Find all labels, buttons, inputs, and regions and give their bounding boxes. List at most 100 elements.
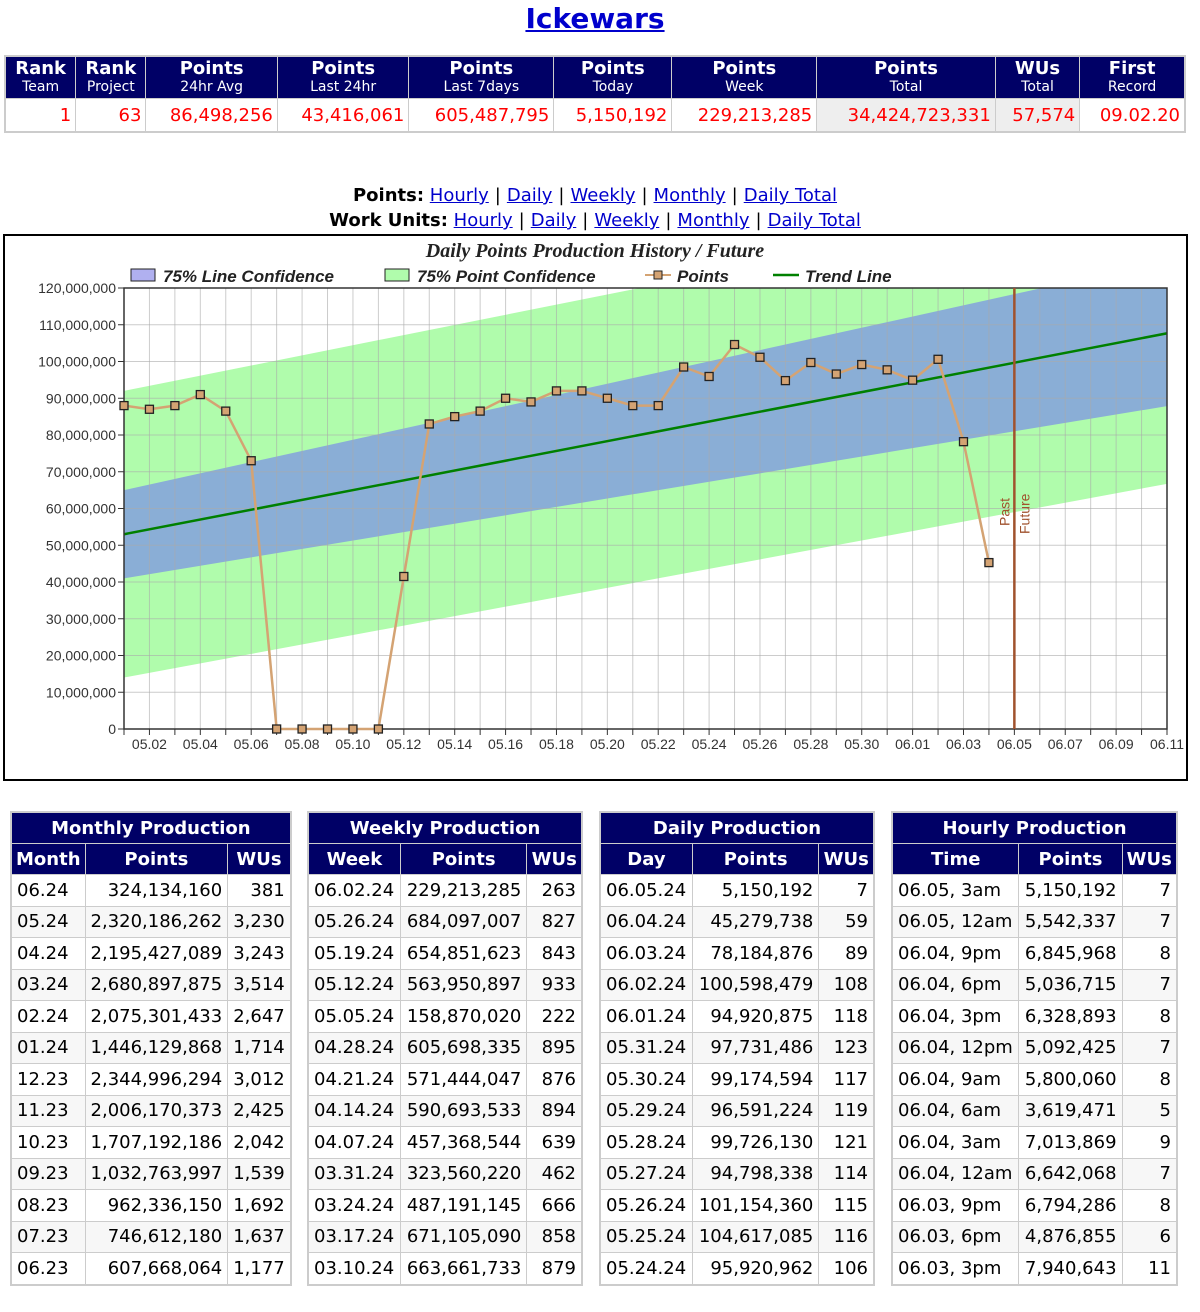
table-cell: 5,800,060 — [1018, 1063, 1123, 1096]
wu-link-monthly[interactable]: Monthly — [677, 210, 750, 231]
table-cell: 119 — [818, 1094, 875, 1127]
data-point-marker — [602, 393, 612, 403]
data-point-marker — [144, 404, 155, 414]
stats-header: Rank Project — [75, 55, 147, 99]
table-cell: 09.23 — [10, 1157, 86, 1190]
stats-header: Points Last 24hr — [276, 55, 410, 99]
y-tick-label: 110,000,000 — [39, 317, 116, 333]
table-row: 06.03, 9pm 6,794,286 8 — [891, 1189, 1178, 1222]
table-cell: 5,542,337 — [1018, 905, 1123, 938]
table-cell: 10.23 — [10, 1126, 86, 1159]
table-cell: 684,097,007 — [399, 905, 528, 938]
table-cell: 7,013,869 — [1018, 1126, 1123, 1159]
table-cell: 876 — [526, 1063, 583, 1096]
table-row: 01.24 1,446,129,868 1,714 — [10, 1031, 292, 1064]
y-tick-label: 60,000,000 — [46, 501, 116, 517]
table-cell: 06.04, 3am — [891, 1126, 1020, 1159]
data-point-marker — [704, 371, 714, 382]
table-row: 03.31.24 323,560,220 462 — [307, 1157, 583, 1190]
wu-link-weekly[interactable]: Weekly — [594, 210, 660, 231]
table-row: 06.03, 6pm 4,876,855 6 — [891, 1220, 1178, 1253]
x-tick-label: 05.14 — [437, 736, 472, 752]
table-cell: 123 — [818, 1031, 875, 1064]
table-row: 12.23 2,344,996,294 3,012 — [10, 1063, 292, 1096]
data-point-marker — [755, 352, 765, 362]
table-cell: 158,870,020 — [399, 1000, 528, 1033]
table-cell: 116 — [818, 1220, 875, 1253]
table-cell: 2,195,427,089 — [84, 937, 229, 970]
points-link-hourly[interactable]: Hourly — [429, 185, 489, 206]
header-main: Points — [311, 58, 376, 79]
work-units-label: Work Units: — [329, 210, 448, 231]
table-cell: 97,731,486 — [691, 1031, 820, 1064]
table-cell: 06.05, 12am — [891, 905, 1020, 938]
table-cell: 8 — [1121, 1063, 1178, 1096]
wu-link-hourly[interactable]: Hourly — [453, 210, 513, 231]
points-link-weekly[interactable]: Weekly — [570, 185, 636, 206]
stats-header: Points 24hr Avg — [145, 55, 278, 99]
separator: | — [665, 210, 672, 231]
column-header: WUs — [526, 843, 583, 875]
table-cell: 05.25.24 — [599, 1220, 693, 1253]
separator: | — [518, 210, 525, 231]
table-cell: 746,612,180 — [84, 1220, 229, 1253]
table-cell: 04.28.24 — [307, 1031, 401, 1064]
table-row: 04.07.24 457,368,544 639 — [307, 1126, 583, 1159]
table-cell: 02.24 — [10, 1000, 86, 1033]
x-tick-label: 05.22 — [641, 736, 676, 752]
table-cell: 06.03, 3pm — [891, 1252, 1020, 1285]
data-point-marker — [322, 724, 333, 734]
table-row: 11.23 2,006,170,373 2,425 — [10, 1094, 292, 1127]
table-row: 04.21.24 571,444,047 876 — [307, 1063, 583, 1096]
table-cell: 03.24 — [10, 968, 86, 1001]
points-link-daily[interactable]: Daily — [506, 185, 553, 206]
table-cell: 2,075,301,433 — [84, 1000, 229, 1033]
table-cell: 05.27.24 — [599, 1157, 693, 1190]
table-cell: 03.17.24 — [307, 1220, 401, 1253]
data-point-marker — [271, 724, 282, 734]
table-row: 06.02.24 229,213,285 263 — [307, 874, 583, 907]
table-cell: 639 — [526, 1126, 583, 1159]
header-sub: Total — [1021, 79, 1054, 95]
x-tick-label: 05.02 — [132, 736, 167, 752]
header-sub: Team — [22, 79, 60, 95]
table-cell: 78,184,876 — [691, 937, 820, 970]
table-cell: 1,637 — [227, 1220, 292, 1253]
page-title[interactable]: Ickewars — [525, 2, 665, 35]
table-cell: 11.23 — [10, 1094, 86, 1127]
table-row: 06.04, 3pm 6,328,893 8 — [891, 1000, 1178, 1033]
table-cell: 99,726,130 — [691, 1126, 820, 1159]
y-tick-label: 80,000,000 — [46, 427, 116, 443]
work-units-links: Work Units: Hourly | Daily | Weekly | Monthly |… — [0, 210, 1190, 231]
table-cell: 263 — [526, 874, 583, 907]
table-cell: 229,213,285 — [399, 874, 528, 907]
table-cell: 03.24.24 — [307, 1189, 401, 1222]
points-link-daily-total[interactable]: Daily Total — [743, 185, 838, 206]
table-cell: 45,279,738 — [691, 905, 820, 938]
data-point-marker — [882, 365, 892, 375]
table-row: 06.04, 9am 5,800,060 8 — [891, 1063, 1178, 1096]
wu-link-daily-total[interactable]: Daily Total — [767, 210, 861, 231]
table-cell: 2,344,996,294 — [84, 1063, 229, 1096]
table-row: 06.04, 12am 6,642,068 7 — [891, 1157, 1178, 1190]
table-cell: 115 — [818, 1189, 875, 1222]
data-point-marker — [450, 411, 460, 422]
table-cell: 03.31.24 — [307, 1157, 401, 1190]
y-tick-label: 120,000,000 — [38, 280, 116, 296]
stats-header: Points Today — [553, 55, 673, 99]
table-cell: 1,692 — [227, 1189, 292, 1222]
column-header: Month — [10, 843, 86, 875]
table-cell: 3,243 — [227, 937, 292, 970]
table-cell: 6,845,968 — [1018, 937, 1123, 970]
table-cell: 323,560,220 — [399, 1157, 528, 1190]
y-tick-label: 90,000,000 — [46, 390, 116, 406]
table-cell: 06.03.24 — [599, 937, 693, 970]
table-cell: 07.23 — [10, 1220, 86, 1253]
wu-link-daily[interactable]: Daily — [530, 210, 577, 231]
table-title: Daily Production — [599, 811, 875, 844]
data-point-marker — [933, 354, 943, 364]
points-link-monthly[interactable]: Monthly — [653, 185, 726, 206]
table-row: 04.24 2,195,427,089 3,243 — [10, 937, 292, 970]
legend-swatch-point-confidence — [384, 268, 410, 282]
stats-value: 43,416,061 — [276, 98, 410, 133]
